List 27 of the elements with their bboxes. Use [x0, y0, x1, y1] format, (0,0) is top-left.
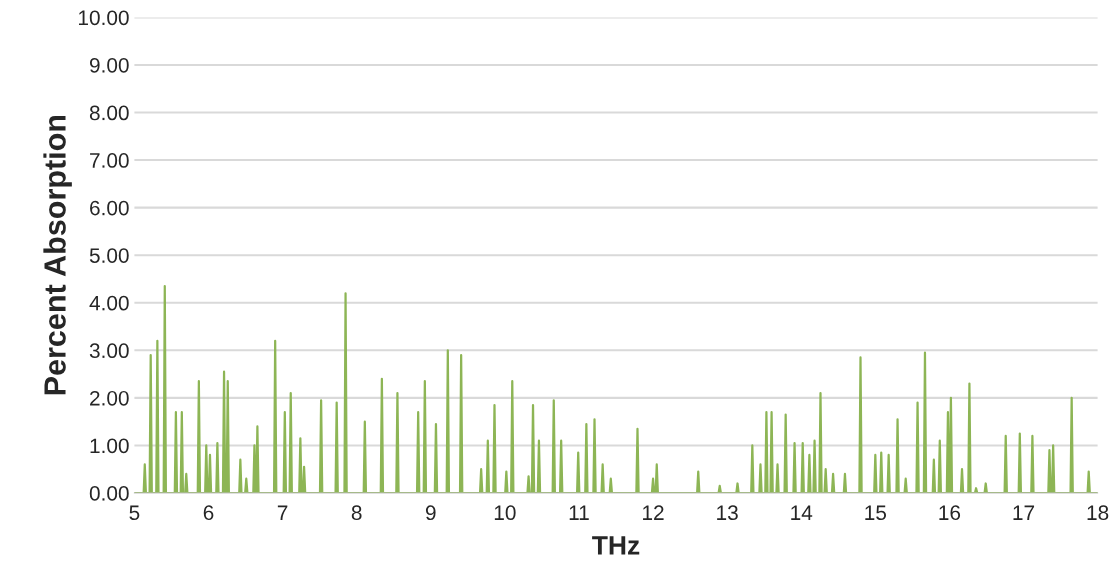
x-axis-title: THz — [592, 536, 640, 555]
x-tick-label: 7 — [277, 505, 288, 520]
x-tick-label: 17 — [1013, 505, 1035, 520]
x-tick-label: 14 — [791, 505, 813, 520]
x-tick-label: 13 — [717, 505, 738, 521]
y-tick-label: 5.00 — [89, 248, 129, 263]
x-tick-label: 6 — [203, 505, 214, 521]
x-tick-label: 15 — [865, 505, 887, 521]
y-tick-label: 0.00 — [89, 486, 129, 501]
x-tick-label: 8 — [351, 505, 362, 521]
x-tick-label: 5 — [129, 505, 140, 521]
y-tick-label: 9.00 — [89, 57, 129, 73]
y-tick-label: 6.00 — [90, 200, 129, 216]
y-axis-title: Percent Absorption — [43, 115, 72, 395]
y-tick-label: 1.00 — [90, 438, 129, 454]
x-tick-label: 12 — [643, 505, 664, 520]
x-tick-label: 10 — [494, 505, 516, 521]
y-tick-label: 3.00 — [89, 343, 129, 359]
x-tick-label: 9 — [425, 505, 436, 521]
x-tick-label: 16 — [939, 505, 961, 521]
y-tick-label: 7.00 — [90, 153, 129, 168]
y-tick-label: 10.00 — [79, 10, 129, 26]
y-tick-label: 8.00 — [89, 105, 129, 121]
y-tick-label: 4.00 — [89, 295, 129, 311]
x-tick-label: 18 — [1087, 505, 1109, 521]
x-tick-label: 11 — [569, 505, 589, 520]
y-tick-label: 2.00 — [90, 390, 129, 406]
